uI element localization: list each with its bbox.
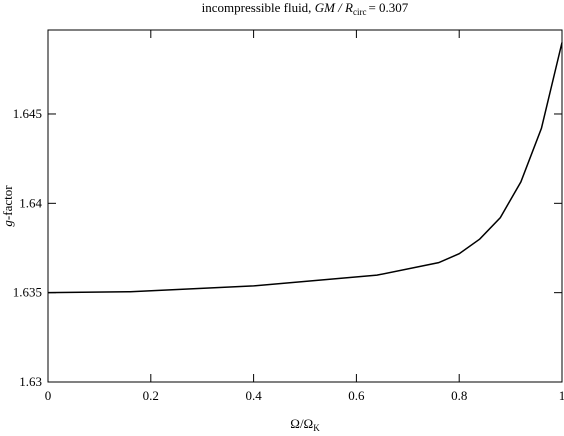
ylabel-part: -factor xyxy=(0,185,15,220)
chart-title: incompressible fluid, GM / Rcirc = 0.307 xyxy=(202,0,409,17)
x-axis-label: Ω/ΩK xyxy=(290,416,320,433)
x-tick-label: 0.6 xyxy=(348,388,365,403)
title-part: GM / R xyxy=(315,0,353,15)
y-axis-label: g-factor xyxy=(0,185,15,227)
x-tick-label: 0.4 xyxy=(245,388,262,403)
xlabel-part: K xyxy=(313,423,320,433)
ylabel-part: g xyxy=(0,220,15,227)
x-tick-label: 0.8 xyxy=(451,388,467,403)
x-tick-label: 0 xyxy=(45,388,52,403)
y-tick-label: 1.63 xyxy=(19,374,42,389)
x-tick-label: 1 xyxy=(559,388,564,403)
xlabel-part: Ω/Ω xyxy=(290,416,313,431)
data-line xyxy=(47,42,563,294)
y-tick-label: 1.635 xyxy=(13,285,42,300)
x-tick-label: 0.2 xyxy=(143,388,159,403)
title-part: circ xyxy=(353,7,367,17)
title-part: = 0.307 xyxy=(368,0,408,15)
y-tick-label: 1.64 xyxy=(19,195,42,210)
plot-frame xyxy=(47,29,563,383)
y-tick-label: 1.645 xyxy=(13,106,42,121)
title-part: incompressible fluid, xyxy=(202,0,315,15)
